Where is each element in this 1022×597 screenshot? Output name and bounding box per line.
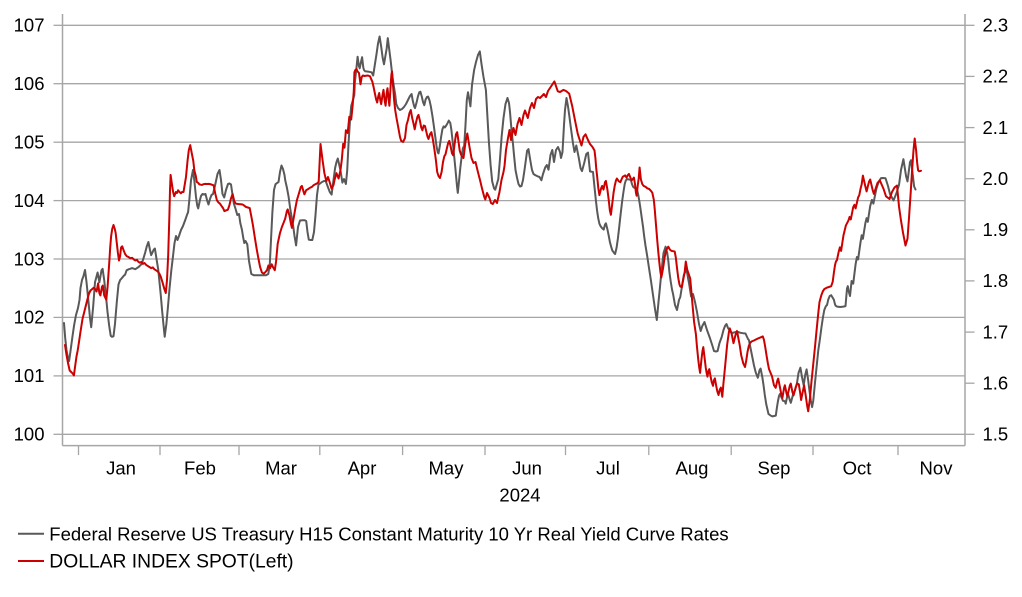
svg-text:Jan: Jan xyxy=(106,458,136,479)
svg-text:1.6: 1.6 xyxy=(983,373,1009,394)
svg-text:107: 107 xyxy=(14,15,45,36)
svg-text:Mar: Mar xyxy=(265,458,297,479)
svg-text:Jun: Jun xyxy=(512,458,542,479)
svg-text:106: 106 xyxy=(14,73,45,94)
svg-text:102: 102 xyxy=(14,307,45,328)
svg-text:1.7: 1.7 xyxy=(983,321,1009,342)
svg-text:May: May xyxy=(429,458,465,479)
svg-text:105: 105 xyxy=(14,132,45,153)
svg-text:1.8: 1.8 xyxy=(983,270,1009,291)
svg-text:1.5: 1.5 xyxy=(983,424,1009,445)
svg-text:Aug: Aug xyxy=(676,458,709,479)
svg-text:Sep: Sep xyxy=(758,458,791,479)
svg-text:Oct: Oct xyxy=(843,458,872,479)
svg-text:1.9: 1.9 xyxy=(983,219,1009,240)
svg-text:Federal Reserve US Treasury H1: Federal Reserve US Treasury H15 Constant… xyxy=(49,523,728,544)
svg-text:2.2: 2.2 xyxy=(983,66,1009,87)
svg-text:100: 100 xyxy=(14,424,45,445)
svg-text:Jul: Jul xyxy=(596,458,620,479)
svg-text:2.3: 2.3 xyxy=(983,15,1009,36)
svg-text:103: 103 xyxy=(14,248,45,269)
svg-text:2.0: 2.0 xyxy=(983,168,1009,189)
svg-text:104: 104 xyxy=(14,190,45,211)
svg-text:Feb: Feb xyxy=(184,458,216,479)
svg-text:Apr: Apr xyxy=(348,458,377,479)
svg-text:2.1: 2.1 xyxy=(983,117,1009,138)
svg-text:2024: 2024 xyxy=(499,485,540,506)
svg-text:Nov: Nov xyxy=(920,458,954,479)
svg-text:DOLLAR INDEX SPOT(Left): DOLLAR INDEX SPOT(Left) xyxy=(49,551,293,572)
svg-text:101: 101 xyxy=(14,365,45,386)
